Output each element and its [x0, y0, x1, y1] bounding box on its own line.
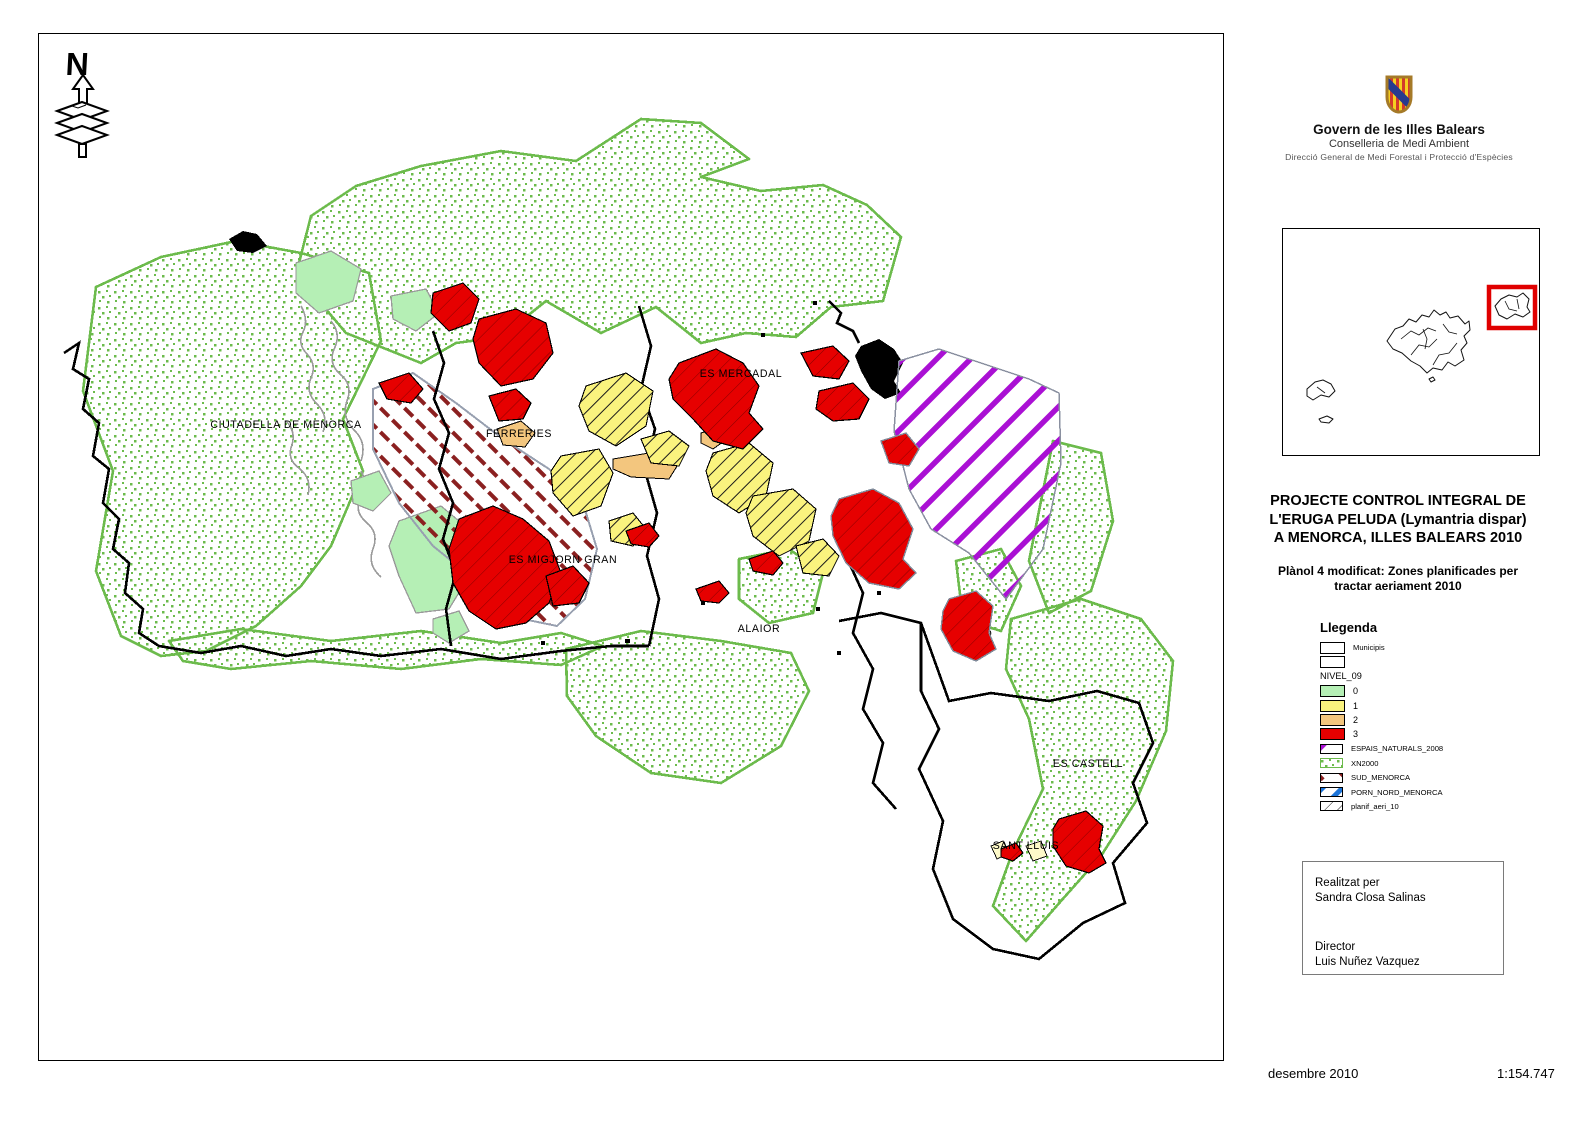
legend-item-porn-nord: PORN_NORD_MENORCA: [1320, 787, 1495, 798]
level3-areas: [378, 282, 1107, 874]
inset-map-canvas: [1306, 284, 1538, 424]
menorca-map: MAÓ: [54, 46, 1175, 961]
stream-lines: [285, 305, 382, 578]
legend-label: 1: [1353, 700, 1359, 711]
credits-box: Realitzat per Sandra Closa Salinas Direc…: [1302, 861, 1504, 975]
legend-label: PORN_NORD_MENORCA: [1351, 787, 1443, 797]
blank-swatch: [1320, 655, 1345, 668]
gov-org-name: Govern de les Illes Balears: [1313, 122, 1485, 137]
legend-item-sud-menorca: SUD_MENORCA: [1320, 772, 1495, 783]
level3-areas-east: [830, 432, 997, 662]
legend-item-level1: 1: [1320, 699, 1495, 712]
planif-aeri-swatch: [1320, 801, 1343, 812]
realitzat-name: Sandra Closa Salinas: [1315, 891, 1426, 904]
inset-formentera: [1318, 415, 1334, 424]
director-label: Director: [1315, 940, 1356, 953]
map-frame: MAÓ: [38, 33, 1224, 1061]
inset-menorca: [1494, 292, 1531, 320]
municipal-boundaries: [63, 300, 1155, 961]
level1-swatch: [1320, 699, 1345, 712]
legend-item-level3: 3: [1320, 728, 1495, 741]
legend-title: Llegenda: [1320, 620, 1378, 635]
balearic-coat-of-arms-icon: [1385, 75, 1413, 114]
legend-item-nivel09: NIVEL_09: [1320, 671, 1495, 682]
inset-mallorca: [1386, 309, 1471, 374]
town-label-ciutadella: CIUTADELLA DE MENORCA: [210, 419, 362, 431]
north-arrow-icon: N: [54, 46, 110, 158]
legend-label: 0: [1353, 686, 1359, 697]
municipis-swatch: [1320, 641, 1345, 654]
legend-item-planif-aeri: planif_aeri_10: [1320, 801, 1495, 812]
title-line-2: L'ERUGA PELUDA (Lymantria dispar): [1269, 511, 1527, 528]
espais-naturals-zone: [893, 348, 1062, 601]
balearics-inset-map: [1282, 228, 1540, 456]
subtitle-line-1: Plànol 4 modificat: Zones planificades p…: [1277, 563, 1519, 578]
director-name: Luis Nuñez Vazquez: [1315, 955, 1420, 968]
subtitle-line-2: tractar aeriament 2010: [1334, 579, 1462, 594]
xn2000-swatch: [1320, 758, 1343, 769]
legend-item-level0: 0: [1320, 685, 1495, 698]
map-scale: 1:154.747: [1497, 1066, 1555, 1081]
gov-directorate: Direcció General de Medi Forestal i Prot…: [1285, 152, 1513, 162]
town-label-ferreries: FERRERIES: [486, 428, 552, 440]
legend-label: NIVEL_09: [1320, 671, 1362, 682]
government-block: Govern de les Illes Balears Conselleria …: [1268, 74, 1530, 162]
gov-department: Conselleria de Medi Ambient: [1328, 138, 1470, 150]
coast-black-marks: [229, 231, 903, 655]
town-labels: CIUTADELLA DE MENORCA FERRERIES ES MERCA…: [210, 368, 1123, 852]
inset-cabrera: [1428, 376, 1436, 383]
level1-areas: [550, 372, 840, 577]
legend-label: SUD_MENORCA: [1351, 773, 1411, 783]
town-label-alaior: ALAIOR: [738, 623, 780, 635]
level3-swatch: [1320, 728, 1345, 741]
legend-label: XN2000: [1351, 758, 1379, 768]
inset-menorca-highlight: [1486, 284, 1538, 331]
legend-item-espais-naturals: ESPAIS_NATURALS_2008: [1320, 743, 1495, 754]
small-yellow-areas: [990, 840, 1048, 862]
legend-item-municipis: Municipis: [1320, 641, 1495, 654]
town-label-es-migjorn-gran: ES MIGJORN GRAN: [509, 554, 617, 566]
realitzat-label: Realitzat per: [1315, 877, 1380, 889]
porn-nord-swatch: [1320, 787, 1343, 798]
level0-swatch: [1320, 685, 1345, 698]
town-label-sant-lluis: SANT LLUIS: [993, 840, 1059, 852]
level2-swatch: [1320, 714, 1345, 727]
legend-label: 3: [1353, 729, 1359, 740]
title-line-1: PROJECTE CONTROL INTEGRAL DE: [1270, 493, 1526, 509]
legend-item-level2: 2: [1320, 714, 1495, 727]
legend-label: planif_aeri_10: [1351, 801, 1399, 811]
map-date: desembre 2010: [1268, 1066, 1359, 1081]
legend-label: Municipis: [1353, 643, 1385, 652]
north-label: N: [65, 46, 90, 82]
town-label-es-castell: ES CASTELL: [1053, 758, 1123, 770]
sud-menorca-swatch: [1320, 772, 1343, 783]
town-label-es-mercadal: ES MERCADAL: [700, 368, 783, 380]
legend: Llegenda Municipis NIVEL_09 0 1 2 3: [1320, 620, 1495, 815]
title-block: PROJECTE CONTROL INTEGRAL DE L'ERUGA PEL…: [1238, 492, 1558, 595]
legend-item-xn2000: XN2000: [1320, 758, 1495, 769]
legend-label: ESPAIS_NATURALS_2008: [1351, 744, 1444, 754]
legend-label: 2: [1353, 715, 1359, 726]
espais-swatch: [1320, 743, 1343, 754]
legend-item-blank: [1320, 655, 1495, 668]
title-line-3: A MENORCA, ILLES BALEARS 2010: [1273, 530, 1523, 547]
